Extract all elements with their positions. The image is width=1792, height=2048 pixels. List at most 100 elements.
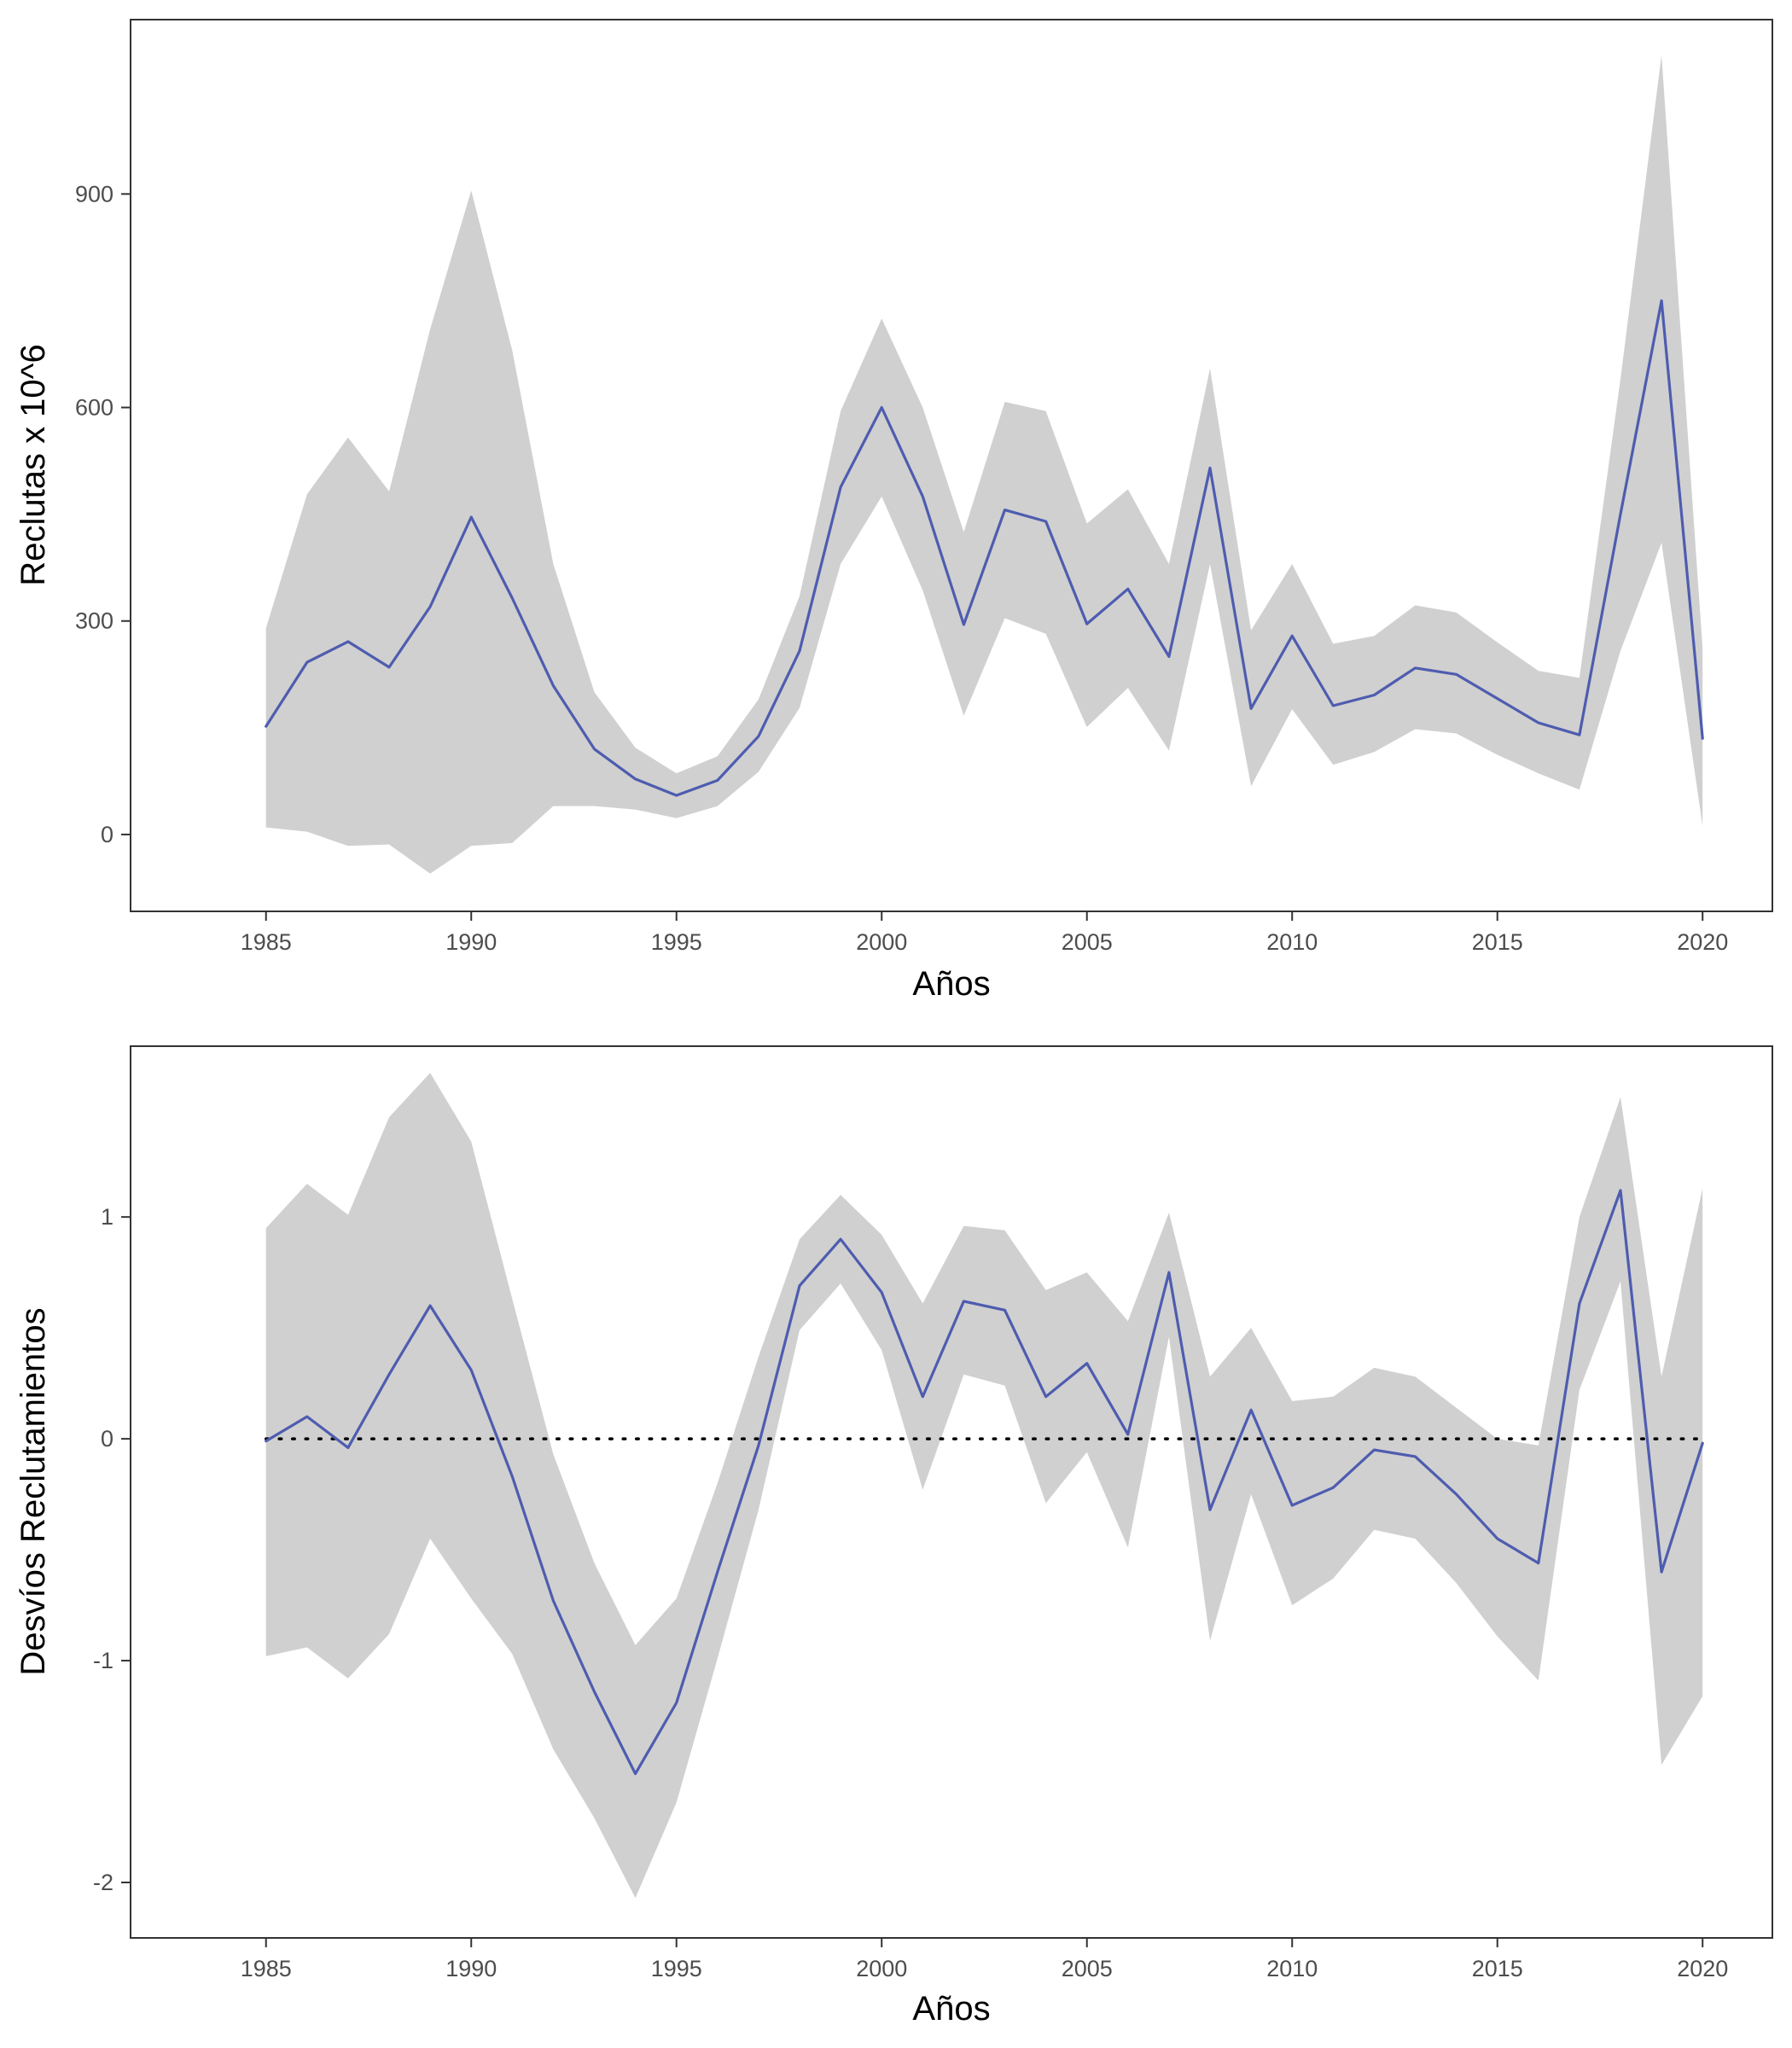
deviations-point-2014 — [1454, 1492, 1459, 1497]
deviations-point-2017 — [1577, 1301, 1582, 1306]
recruits-point-2008 — [1207, 465, 1213, 470]
deviations-point-1998 — [797, 1283, 802, 1289]
recruits-point-2017 — [1577, 732, 1582, 737]
deviations-point-1985 — [264, 1439, 269, 1444]
deviations-point-1991 — [509, 1474, 515, 1479]
recruits-confidence-band — [265, 55, 1703, 874]
deviations-y-axis-title: Desvíos Reclutamientos — [15, 1307, 52, 1675]
deviations-x-tick-label: 1990 — [445, 1956, 497, 1981]
recruits-point-2014 — [1454, 672, 1459, 677]
deviations-y-tick-label: -1 — [93, 1648, 113, 1673]
deviations-y-axis: -2 -1 0 1 — [93, 1204, 131, 1895]
recruits-point-1994 — [633, 777, 638, 782]
deviations-x-axis-title: Años — [912, 1990, 990, 2028]
deviations-point-1996 — [715, 1569, 720, 1574]
deviations-point-2015 — [1495, 1536, 1500, 1541]
deviations-point-2011 — [1330, 1485, 1335, 1490]
recruits-y-axis-title: Reclutas x 10^6 — [15, 344, 52, 585]
recruits-y-tick-label: 300 — [75, 608, 113, 634]
deviations-point-1987 — [346, 1446, 351, 1451]
deviations-chart: -2-101 1985 1990 1995 2000 2005 2010 2015 2020 … — [15, 1045, 1773, 2028]
recruits-x-tick-label: 1995 — [651, 929, 702, 955]
deviations-point-2002 — [961, 1299, 966, 1304]
deviations-x-tick-label: 1995 — [651, 1956, 702, 1981]
recruits-point-2003 — [1003, 508, 1008, 513]
deviations-x-tick-label: 2015 — [1472, 1956, 1523, 1981]
deviations-point-1990 — [468, 1368, 474, 1373]
recruits-x-tick-label: 2020 — [1677, 929, 1728, 955]
recruits-point-2001 — [920, 494, 925, 499]
recruits-x-axis-title: Años — [912, 965, 990, 1003]
recruits-point-2016 — [1536, 720, 1541, 725]
deviations-confidence-band — [265, 1073, 1703, 1899]
recruits-ribbon-layer — [265, 55, 1703, 874]
recruits-point-1995 — [674, 793, 679, 798]
recruits-point-2013 — [1413, 666, 1418, 671]
recruits-x-tick-label: 2015 — [1472, 929, 1523, 955]
recruits-point-2006 — [1126, 586, 1131, 591]
recruits-point-1987 — [346, 639, 351, 644]
recruits-point-1986 — [305, 660, 310, 665]
deviations-point-2020 — [1700, 1440, 1705, 1446]
recruits-point-1991 — [509, 596, 515, 601]
deviations-point-1993 — [592, 1690, 597, 1695]
deviations-point-2008 — [1207, 1507, 1213, 1512]
recruits-y-tick-label: 0 — [101, 822, 113, 847]
deviations-point-2000 — [879, 1290, 884, 1295]
deviations-point-1997 — [756, 1443, 761, 1448]
recruits-x-tick-label: 2005 — [1062, 929, 1113, 955]
deviations-point-2013 — [1413, 1454, 1418, 1459]
deviations-point-1986 — [305, 1414, 310, 1419]
deviations-line-layer — [264, 1188, 1705, 1777]
recruits-point-2020 — [1700, 736, 1705, 741]
deviations-x-tick-label: 2000 — [856, 1956, 907, 1981]
deviations-x-tick-label: 2010 — [1266, 1956, 1318, 1981]
deviations-point-2018 — [1618, 1188, 1623, 1193]
deviations-point-2006 — [1126, 1432, 1131, 1437]
recruits-point-1990 — [468, 515, 474, 520]
recruits-point-1992 — [550, 684, 556, 689]
recruits-line-layer — [264, 299, 1705, 798]
recruits-point-2009 — [1248, 706, 1254, 711]
deviations-ribbon-layer — [265, 1073, 1703, 1899]
deviations-point-2005 — [1085, 1361, 1090, 1366]
deviations-point-1995 — [674, 1701, 679, 1706]
recruits-point-2004 — [1044, 519, 1049, 524]
deviations-y-tick-label: 1 — [101, 1204, 113, 1230]
deviations-panel-border — [130, 1045, 1773, 1939]
recruits-point-1985 — [264, 724, 269, 729]
recruits-x-axis: 1985 1990 1995 2000 2005 2010 2015 2020 — [241, 911, 1728, 955]
deviations-point-2019 — [1659, 1569, 1664, 1574]
recruits-point-1997 — [756, 734, 761, 739]
recruits-y-axis: 0 300 600 900 — [75, 181, 131, 847]
recruits-point-2005 — [1085, 621, 1090, 626]
recruits-x-tick-label: 2010 — [1266, 929, 1318, 955]
deviations-point-2012 — [1371, 1447, 1376, 1452]
recruits-point-2011 — [1330, 703, 1335, 708]
recruits-point-1993 — [592, 747, 597, 752]
recruits-point-1988 — [387, 665, 392, 670]
recruits-series-line — [265, 299, 1704, 797]
deviations-point-2003 — [1003, 1307, 1008, 1312]
recruits-point-2010 — [1289, 633, 1295, 638]
recruits-y-tick-label: 600 — [75, 395, 113, 421]
recruits-point-2015 — [1495, 696, 1500, 701]
recruits-x-tick-label: 1985 — [241, 929, 292, 955]
deviations-x-tick-label: 1985 — [241, 1956, 292, 1981]
deviations-point-1999 — [838, 1236, 843, 1242]
recruits-point-1989 — [428, 604, 433, 609]
deviations-y-tick-label: 0 — [101, 1426, 113, 1452]
recruits-point-2007 — [1167, 654, 1172, 659]
deviations-y-tick-label: -2 — [93, 1870, 113, 1895]
deviations-point-1994 — [633, 1772, 638, 1777]
recruits-point-1998 — [797, 649, 802, 654]
recruits-chart: 0 300 600 900 1985 1990 1995 2000 2005 2010 2015 2… — [15, 19, 1773, 1003]
recruits-y-tick-label: 900 — [75, 181, 113, 207]
recruits-point-2002 — [961, 622, 966, 627]
recruits-point-1996 — [715, 778, 720, 783]
deviations-point-1989 — [428, 1303, 433, 1308]
deviations-point-2007 — [1167, 1270, 1172, 1275]
deviations-x-tick-label: 2005 — [1062, 1956, 1113, 1981]
